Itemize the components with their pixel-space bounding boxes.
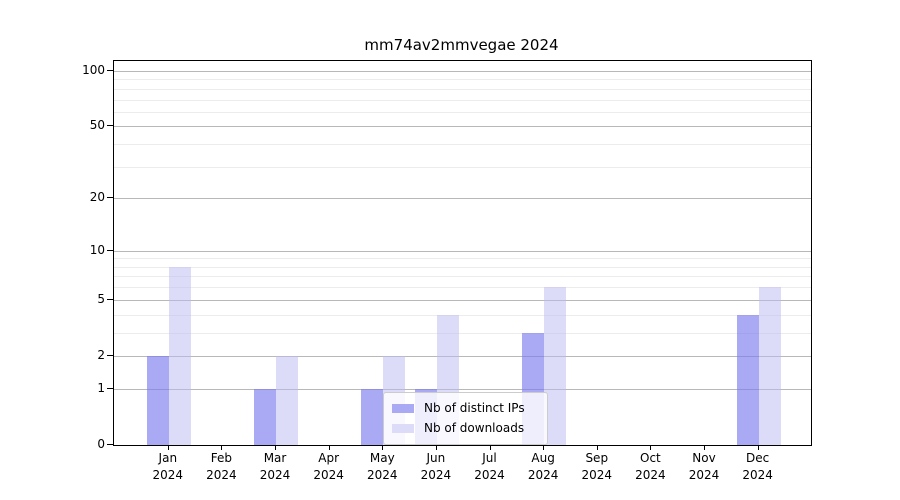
- major-gridline: [114, 355, 811, 357]
- y-tick-label: 20: [89, 190, 105, 205]
- y-tick-label: 10: [89, 242, 105, 257]
- y-tick-label: 5: [97, 291, 105, 306]
- chart-title: mm74av2mmvegae 2024: [364, 36, 559, 54]
- x-tick-mark: [650, 445, 652, 450]
- x-tick-mark: [543, 445, 545, 450]
- minor-gridline: [114, 88, 811, 90]
- minor-gridline: [114, 332, 811, 334]
- y-tick-label: 50: [89, 118, 105, 133]
- y-tick-label: 1: [97, 380, 105, 395]
- legend-swatch-distinct-ips: [392, 403, 414, 413]
- y-tick-label: 0: [97, 437, 105, 451]
- bar-distinct-ips-mar: [254, 388, 277, 445]
- major-gridline: [114, 388, 811, 390]
- x-tick-label: Jan 2024: [152, 451, 184, 482]
- plot-area: [113, 60, 812, 446]
- major-gridline: [114, 250, 811, 252]
- legend-label-downloads: Nb of downloads: [424, 421, 525, 435]
- bar-downloads-aug: [544, 287, 567, 445]
- x-tick-label: Sep 2024: [581, 451, 613, 482]
- minor-gridline: [114, 258, 811, 260]
- y-tick-label: 100: [82, 62, 105, 77]
- legend: Nb of distinct IPs Nb of downloads: [383, 392, 548, 445]
- bar-downloads-mar: [276, 355, 299, 445]
- minor-gridline: [114, 276, 811, 278]
- x-tick-mark: [596, 445, 598, 450]
- legend-label-distinct-ips: Nb of distinct IPs: [424, 401, 525, 415]
- bar-downloads-jan: [168, 266, 191, 445]
- legend-item-downloads: Nb of downloads: [392, 418, 547, 438]
- y-tick-label: 2: [97, 347, 105, 362]
- x-tick-label: May 2024: [366, 451, 398, 482]
- minor-gridline: [114, 266, 811, 268]
- minor-gridline: [114, 111, 811, 113]
- x-tick-mark: [757, 445, 759, 450]
- x-tick-mark: [275, 445, 277, 450]
- y-tick-mark: [107, 387, 113, 389]
- x-tick-mark: [167, 445, 169, 450]
- minor-gridline: [114, 166, 811, 168]
- minor-gridline: [114, 144, 811, 146]
- x-tick-label: Apr 2024: [313, 451, 344, 482]
- x-tick-label: Oct 2024: [635, 451, 666, 482]
- y-tick-mark: [107, 197, 113, 199]
- bar-distinct-ips-may: [361, 388, 384, 445]
- x-tick-label: Aug 2024: [527, 451, 559, 482]
- legend-swatch-downloads: [392, 423, 414, 433]
- minor-gridline: [114, 99, 811, 101]
- x-tick-label: Feb 2024: [206, 451, 237, 482]
- x-tick-mark: [328, 445, 330, 450]
- x-tick-mark: [435, 445, 437, 450]
- y-tick-mark: [107, 69, 113, 71]
- x-tick-label: Nov 2024: [688, 451, 720, 482]
- x-tick-label: Mar 2024: [259, 451, 291, 482]
- minor-gridline: [114, 314, 811, 316]
- major-gridline: [114, 126, 811, 128]
- y-tick-mark: [107, 354, 113, 356]
- major-gridline: [114, 299, 811, 301]
- y-tick-mark: [107, 249, 113, 251]
- bar-downloads-dec: [758, 287, 781, 445]
- x-tick-label: Dec 2024: [742, 451, 773, 482]
- bar-distinct-ips-jan: [146, 355, 169, 445]
- x-tick-mark: [382, 445, 384, 450]
- minor-gridline: [114, 79, 811, 81]
- major-gridline: [114, 70, 811, 72]
- x-tick-label: Jul 2024: [474, 451, 505, 482]
- x-tick-mark: [489, 445, 491, 450]
- bar-distinct-ips-dec: [736, 314, 759, 445]
- x-tick-mark: [221, 445, 223, 450]
- major-gridline: [114, 198, 811, 200]
- y-tick-mark: [107, 444, 113, 445]
- x-tick-mark: [704, 445, 705, 450]
- legend-item-distinct-ips: Nb of distinct IPs: [392, 398, 547, 418]
- minor-gridline: [114, 287, 811, 289]
- x-tick-label: Jun 2024: [420, 451, 452, 482]
- y-tick-mark: [107, 125, 113, 127]
- y-tick-mark: [107, 298, 113, 300]
